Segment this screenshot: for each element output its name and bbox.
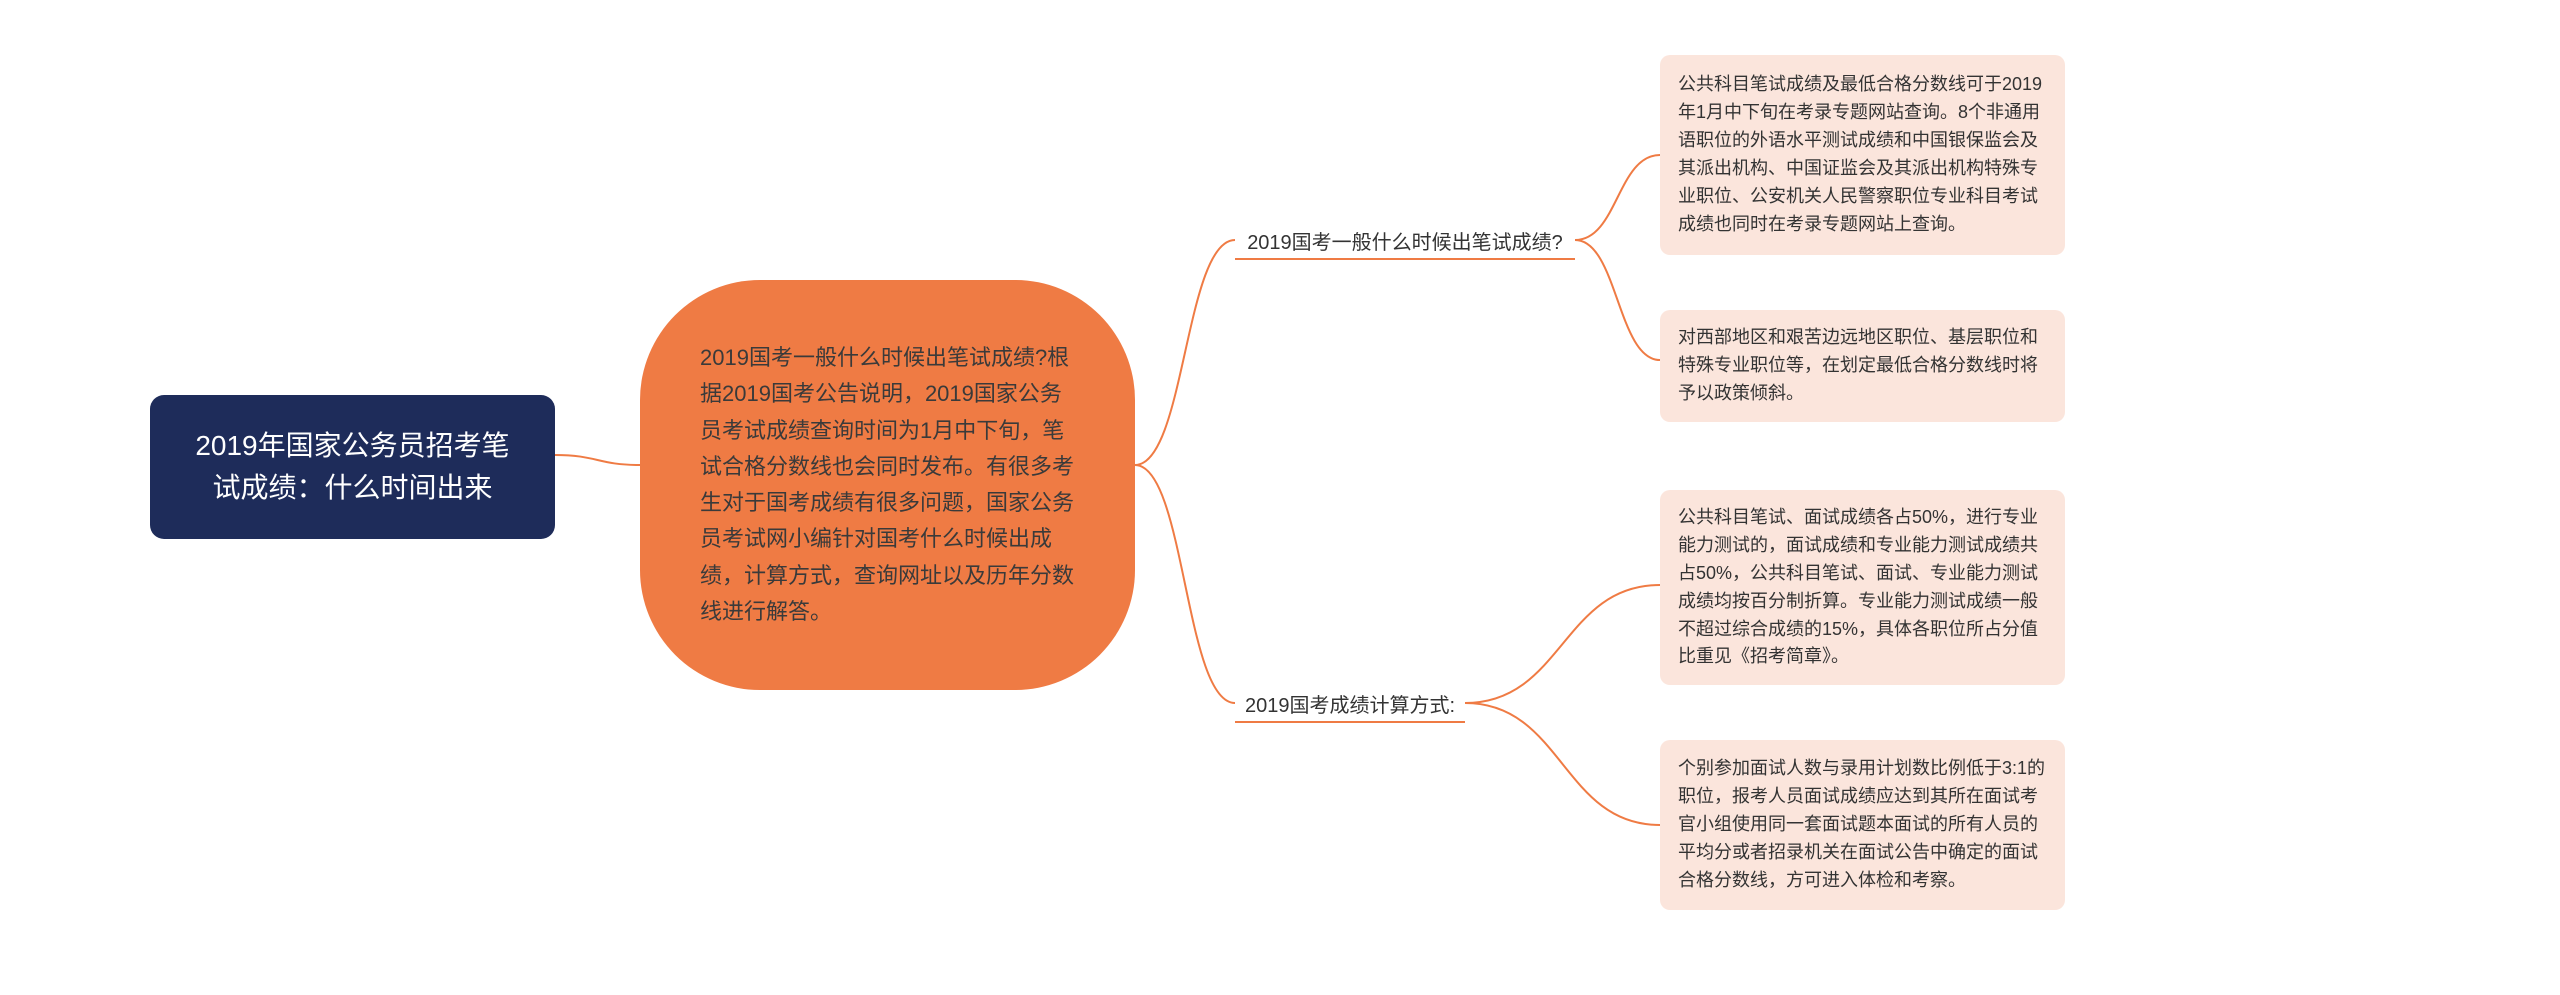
- branch-1-text: 2019国考成绩计算方式:: [1245, 689, 1455, 718]
- leaf-calc-ratio: 公共科目笔试、面试成绩各占50%，进行专业能力测试的，面试成绩和专业能力测试成绩…: [1660, 490, 2065, 685]
- leaf-1-1-text: 个别参加面试人数与录用计划数比例低于3:1的职位，报考人员面试成绩应达到其所在面…: [1678, 755, 2047, 894]
- summary-text: 2019国考一般什么时候出笔试成绩?根据2019国考公告说明，2019国家公务员…: [700, 340, 1075, 630]
- leaf-timing-policy: 对西部地区和艰苦边远地区职位、基层职位和特殊专业职位等，在划定最低合格分数线时将…: [1660, 310, 2065, 422]
- summary-node: 2019国考一般什么时候出笔试成绩?根据2019国考公告说明，2019国家公务员…: [640, 280, 1135, 690]
- leaf-1-0-text: 公共科目笔试、面试成绩各占50%，进行专业能力测试的，面试成绩和专业能力测试成绩…: [1678, 504, 2047, 671]
- leaf-timing-details: 公共科目笔试成绩及最低合格分数线可于2019年1月中下旬在考录专题网站查询。8个…: [1660, 55, 2065, 255]
- root-node: 2019年国家公务员招考笔试成绩：什么时间出来: [150, 395, 555, 539]
- branch-0-text: 2019国考一般什么时候出笔试成绩?: [1247, 226, 1563, 255]
- branch-label-calculation: 2019国考成绩计算方式:: [1235, 688, 1465, 718]
- leaf-0-1-text: 对西部地区和艰苦边远地区职位、基层职位和特殊专业职位等，在划定最低合格分数线时将…: [1678, 324, 2047, 408]
- leaf-0-0-text: 公共科目笔试成绩及最低合格分数线可于2019年1月中下旬在考录专题网站查询。8个…: [1678, 71, 2047, 238]
- leaf-calc-interview: 个别参加面试人数与录用计划数比例低于3:1的职位，报考人员面试成绩应达到其所在面…: [1660, 740, 2065, 910]
- root-text: 2019年国家公务员招考笔试成绩：什么时间出来: [190, 425, 515, 509]
- branch-label-timing: 2019国考一般什么时候出笔试成绩?: [1235, 225, 1575, 255]
